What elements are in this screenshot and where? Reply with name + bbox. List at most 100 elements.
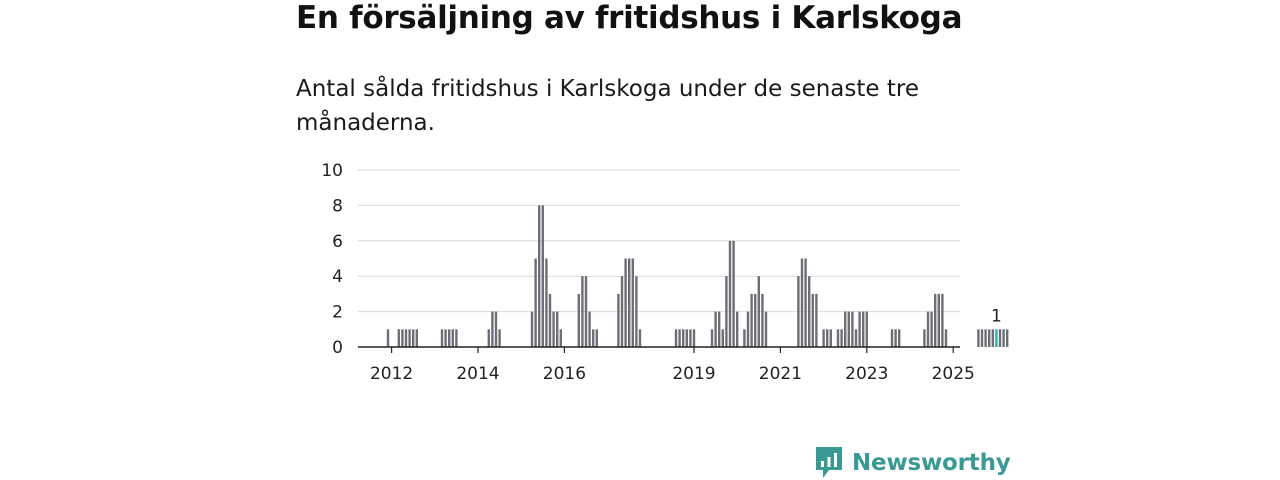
bar	[534, 258, 537, 347]
bar	[397, 329, 400, 347]
bar	[635, 276, 638, 347]
annotations: 1	[991, 306, 1002, 326]
bar	[844, 311, 847, 347]
bar	[545, 258, 548, 347]
bar	[728, 240, 732, 347]
brand-name: Newsworthy	[852, 450, 1011, 476]
bar	[750, 293, 753, 347]
gridlines	[358, 169, 960, 313]
bar	[811, 293, 814, 347]
bar	[984, 329, 987, 347]
bar-chart: 0 2 4 6 8 10 2012 2014 2016 2019 2021 2023 2025 1	[321, 161, 1009, 384]
bar	[624, 258, 627, 347]
bar	[804, 258, 807, 347]
bar	[836, 329, 840, 347]
bar	[530, 311, 534, 347]
bar	[894, 329, 897, 347]
bar	[761, 293, 764, 347]
highlighted-bar	[995, 329, 998, 347]
y-tick-label: 0	[332, 338, 343, 358]
bar	[692, 329, 696, 347]
bar	[754, 293, 757, 347]
x-tick-label: 2016	[543, 364, 586, 384]
highlight-value-label: 1	[991, 306, 1002, 326]
x-tick-label: 2019	[672, 364, 715, 384]
bar	[498, 329, 501, 347]
bar	[386, 329, 390, 347]
bar	[448, 329, 451, 347]
bar	[822, 329, 825, 347]
bar	[552, 311, 555, 347]
bar	[1002, 329, 1005, 347]
bar	[595, 329, 598, 347]
bar	[718, 311, 721, 347]
y-tick-label: 2	[332, 303, 343, 323]
bar	[588, 311, 591, 347]
bar	[1006, 329, 1009, 347]
bar	[732, 240, 735, 347]
bar	[998, 329, 1002, 347]
bar	[638, 329, 642, 347]
bar	[631, 258, 634, 347]
bar	[451, 329, 454, 347]
newsworthy-logo: Newsworthy	[814, 446, 1011, 480]
bar	[494, 311, 498, 347]
bar	[559, 329, 562, 347]
x-axis: 2012 2014 2016 2019 2021 2023 2025	[358, 346, 975, 384]
y-tick-label: 10	[321, 161, 343, 181]
bar	[440, 329, 444, 347]
bar	[556, 311, 559, 347]
bar	[710, 329, 714, 347]
y-axis-ticks: 0 2 4 6 8 10	[321, 161, 343, 358]
bar	[991, 329, 994, 347]
bar	[898, 329, 901, 347]
bar	[923, 329, 926, 347]
bar	[890, 329, 894, 347]
bar	[685, 329, 688, 347]
bar	[541, 205, 544, 347]
bar	[988, 329, 991, 347]
bar	[764, 311, 768, 347]
bar	[934, 293, 937, 347]
bar	[401, 329, 404, 347]
bar	[815, 293, 818, 347]
bar	[487, 329, 490, 347]
bar	[408, 329, 411, 347]
bar	[584, 276, 588, 347]
bar	[743, 329, 746, 347]
bar	[617, 293, 620, 347]
bar	[721, 329, 724, 347]
bar	[548, 293, 552, 347]
bar	[592, 329, 595, 347]
bar	[444, 329, 447, 347]
bar	[800, 258, 804, 347]
bar	[865, 311, 868, 347]
bar	[577, 293, 580, 347]
bar	[808, 276, 811, 347]
bar-chart-speech-bubble-icon	[816, 447, 842, 478]
bar	[736, 311, 739, 347]
y-tick-label: 6	[332, 232, 343, 252]
bar	[926, 311, 930, 347]
x-tick-label: 2025	[932, 364, 975, 384]
bar	[797, 276, 800, 347]
x-tick-label: 2012	[370, 364, 413, 384]
bar	[538, 205, 541, 347]
bar	[678, 329, 681, 347]
bar	[851, 311, 854, 347]
bar	[455, 329, 458, 347]
x-tick-label: 2014	[456, 364, 499, 384]
bar	[930, 311, 933, 347]
chart-subtitle: Antal sålda fritidshus i Karlskoga under…	[296, 76, 919, 136]
bar	[674, 329, 678, 347]
bar	[937, 293, 940, 347]
bar	[714, 311, 717, 347]
x-tick-label: 2021	[759, 364, 802, 384]
bar	[980, 329, 984, 347]
bar	[757, 276, 760, 347]
bar	[415, 329, 418, 347]
bar	[840, 329, 843, 347]
bar	[682, 329, 685, 347]
bar	[941, 293, 944, 347]
x-tick-label: 2023	[845, 364, 888, 384]
